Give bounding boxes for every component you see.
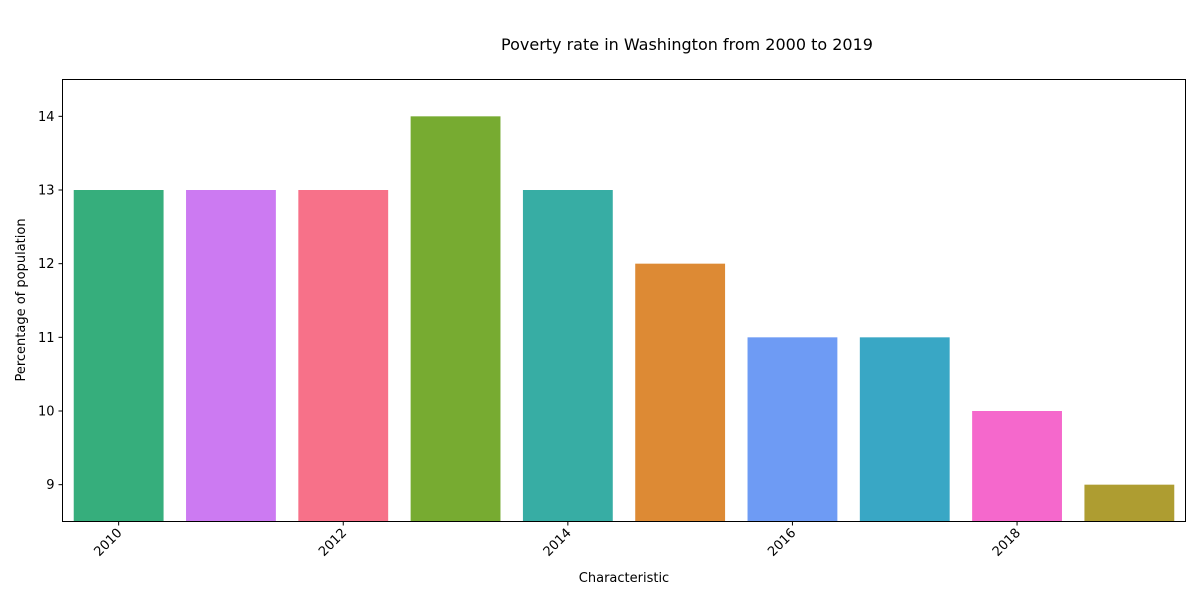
x-tick-label: 2016 bbox=[765, 526, 799, 560]
bar-2015 bbox=[635, 263, 726, 522]
y-tick-label: 12 bbox=[38, 257, 55, 272]
x-axis-title: Characteristic bbox=[579, 571, 669, 586]
x-tick-label: 2014 bbox=[541, 526, 575, 560]
bar-2010 bbox=[73, 190, 164, 522]
y-axis-title: Percentage of population bbox=[14, 218, 29, 381]
bar-2018 bbox=[972, 411, 1062, 522]
y-tick-label: 13 bbox=[38, 184, 55, 199]
bar-2013 bbox=[410, 116, 501, 522]
x-axis: 2010 2012 2014 2016 2018 bbox=[91, 521, 1024, 560]
y-tick-label: 10 bbox=[38, 405, 55, 420]
y-axis: 9 10 11 12 13 14 bbox=[38, 110, 63, 493]
y-tick-label: 11 bbox=[38, 331, 55, 346]
bar-2019 bbox=[1084, 484, 1175, 522]
x-tick-label: 2018 bbox=[990, 526, 1024, 560]
bars-layer bbox=[73, 116, 1175, 522]
bar-2017 bbox=[859, 337, 950, 522]
x-tick-label: 2012 bbox=[316, 526, 350, 560]
y-tick-label: 14 bbox=[38, 110, 55, 125]
bar-2011 bbox=[186, 190, 276, 522]
bar-2014 bbox=[522, 190, 613, 522]
y-tick-label: 9 bbox=[46, 478, 54, 493]
x-tick-label: 2010 bbox=[91, 526, 125, 560]
bar-2012 bbox=[298, 190, 389, 522]
chart-title: Poverty rate in Washington from 2000 to … bbox=[501, 35, 873, 54]
bar-2016 bbox=[747, 337, 838, 522]
plot-area-frame bbox=[62, 79, 1186, 522]
